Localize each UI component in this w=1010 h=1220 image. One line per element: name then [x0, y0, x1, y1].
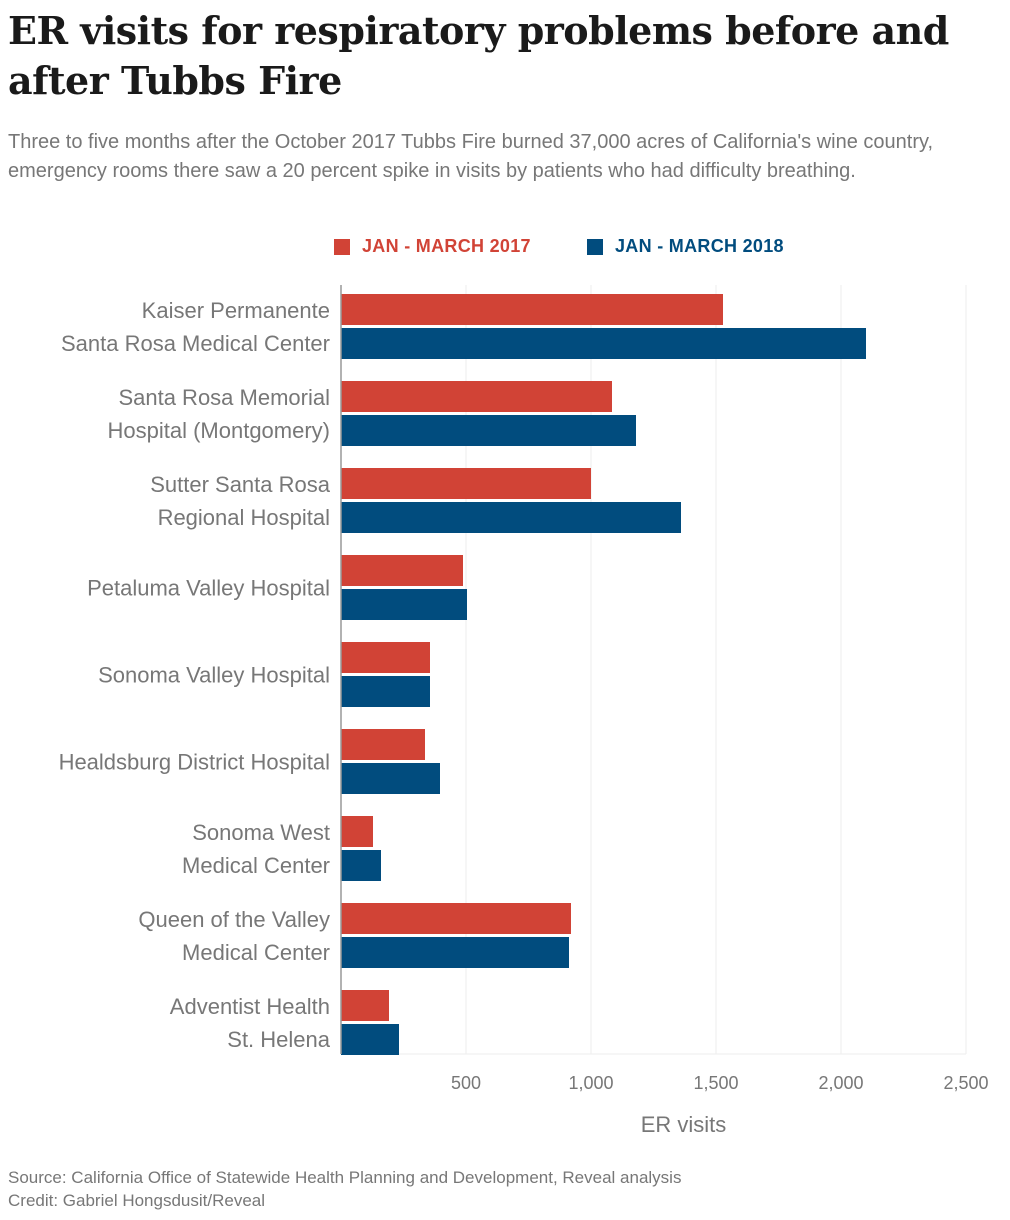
- bar-2017-8: [341, 990, 389, 1021]
- bar-2018-7: [341, 937, 569, 968]
- category-label: Regional Hospital: [158, 505, 330, 530]
- x-tick-label: 2,500: [943, 1073, 988, 1093]
- bar-2018-8: [341, 1024, 399, 1055]
- source-note: Source: California Office of Statewide H…: [8, 1168, 682, 1187]
- bar-2018-3: [341, 589, 467, 620]
- footer: Source: California Office of Statewide H…: [8, 1166, 681, 1212]
- bar-2017-0: [341, 294, 723, 325]
- bar-2018-4: [341, 676, 430, 707]
- bar-2018-2: [341, 502, 681, 533]
- bar-2017-4: [341, 642, 430, 673]
- legend-label-2018: JAN - MARCH 2018: [615, 236, 784, 256]
- legend-label-2017: JAN - MARCH 2017: [362, 236, 531, 256]
- bar-2017-5: [341, 729, 425, 760]
- bar-2018-1: [341, 415, 636, 446]
- category-label: Santa Rosa Medical Center: [61, 331, 330, 356]
- category-labels: Kaiser Permanente Santa Rosa Medical Cent…: [59, 298, 331, 1052]
- bar-2018-0: [341, 328, 866, 359]
- chart-subtitle: Three to five months after the October 2…: [8, 131, 934, 182]
- category-label: Adventist Health: [170, 994, 330, 1019]
- credit-note: Credit: Gabriel Hongsdusit/Reveal: [8, 1191, 266, 1210]
- legend: JAN - MARCH 2017 JAN - MARCH 2018: [0, 236, 1010, 264]
- category-label: Queen of the Valley: [138, 907, 330, 932]
- bar-2018-5: [341, 763, 440, 794]
- x-tick-label: 1,000: [568, 1073, 613, 1093]
- x-tick-label: 1,500: [693, 1073, 738, 1093]
- category-label: Sonoma West: [192, 820, 330, 845]
- category-label: Medical Center: [182, 940, 330, 965]
- category-label: Sutter Santa Rosa: [150, 472, 331, 497]
- bar-2017-3: [341, 555, 463, 586]
- category-label: Santa Rosa Memorial: [118, 385, 330, 410]
- legend-swatch-2018: [587, 238, 603, 255]
- category-label: Medical Center: [182, 853, 330, 878]
- x-axis-ticks: 500 1,000 1,500 2,000 2,500: [451, 1073, 989, 1093]
- gridlines: [341, 285, 967, 1055]
- category-label: Healdsburg District Hospital: [59, 750, 330, 775]
- category-label: Hospital (Montgomery): [107, 418, 330, 443]
- chart-title: ER visits for respiratory problems befor…: [8, 8, 949, 103]
- x-tick-label: 2,000: [818, 1073, 863, 1093]
- category-label: Petaluma Valley Hospital: [87, 576, 330, 601]
- bars: [341, 294, 866, 1055]
- category-label: Kaiser Permanente: [142, 298, 330, 323]
- bar-chart: Kaiser Permanente Santa Rosa Medical Cent…: [59, 285, 989, 1137]
- legend-item-2018: JAN - MARCH 2018: [587, 236, 784, 257]
- legend-swatch-2017: [334, 238, 350, 255]
- x-axis-title: ER visits: [641, 1112, 727, 1137]
- category-label: St. Helena: [227, 1027, 330, 1052]
- legend-item-2017: JAN - MARCH 2017: [334, 236, 531, 257]
- bar-2017-1: [341, 381, 612, 412]
- bar-2017-7: [341, 903, 571, 934]
- bar-2018-6: [341, 850, 381, 881]
- bar-2017-6: [341, 816, 373, 847]
- bar-2017-2: [341, 468, 591, 499]
- category-label: Sonoma Valley Hospital: [98, 663, 330, 688]
- x-tick-label: 500: [451, 1073, 481, 1093]
